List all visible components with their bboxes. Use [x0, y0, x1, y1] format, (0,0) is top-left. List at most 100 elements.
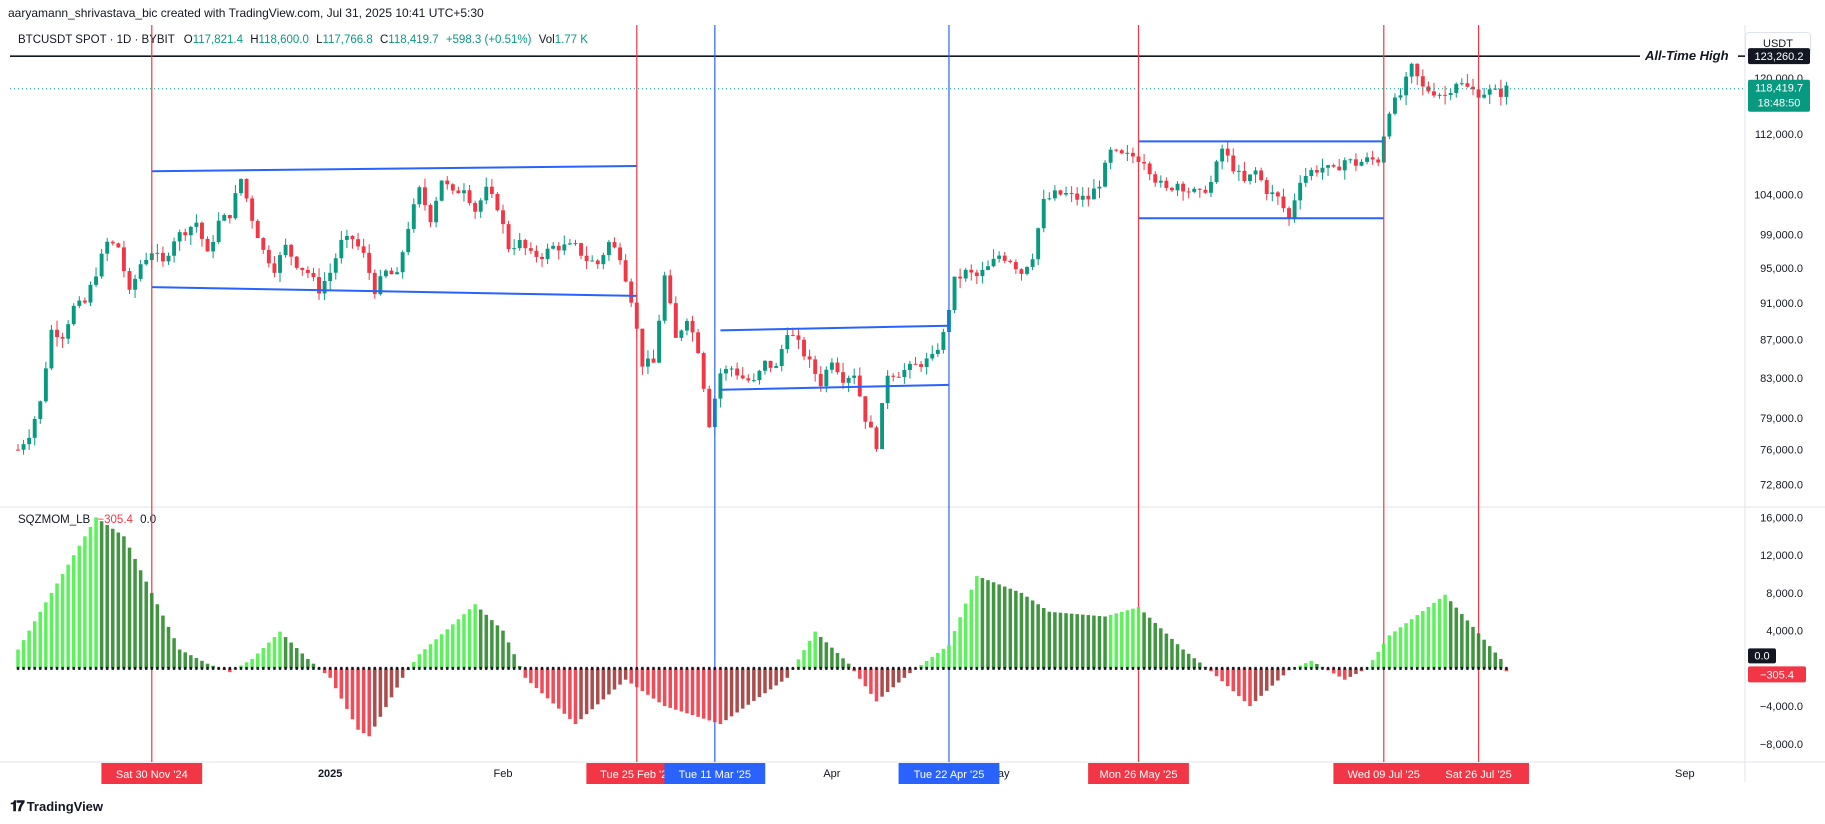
- momentum-bar: [1337, 668, 1341, 677]
- squeeze-dot: [1070, 666, 1073, 670]
- squeeze-dot: [1371, 666, 1374, 670]
- momentum-bar: [947, 644, 951, 669]
- candle: [194, 222, 199, 227]
- momentum-bar: [746, 668, 751, 705]
- squeeze-dot: [802, 666, 806, 670]
- candle: [283, 244, 288, 256]
- candle: [255, 220, 260, 239]
- squeeze-dot: [1059, 666, 1062, 670]
- candle: [679, 330, 684, 338]
- candle: [991, 258, 996, 267]
- momentum-bar: [456, 619, 461, 669]
- squeeze-dot: [239, 666, 243, 670]
- candle: [1248, 174, 1252, 182]
- candle: [673, 303, 678, 338]
- squeeze-dot: [1159, 666, 1163, 670]
- squeeze-dot: [931, 666, 934, 670]
- squeeze-dot: [752, 666, 756, 670]
- candle: [222, 214, 227, 221]
- squeeze-dot: [724, 666, 728, 670]
- last-price-label: 118,419.7: [1755, 83, 1803, 95]
- candle: [913, 363, 918, 365]
- candle: [1448, 93, 1453, 95]
- candle: [924, 358, 929, 367]
- candle: [1052, 190, 1057, 199]
- momentum-bar: [1181, 649, 1185, 669]
- squeeze-dot: [61, 666, 64, 670]
- squeeze-dot: [206, 666, 209, 670]
- squeeze-dot: [1360, 666, 1363, 670]
- candle: [528, 248, 533, 251]
- candle: [612, 242, 617, 248]
- candle: [38, 401, 43, 419]
- momentum-bar: [512, 654, 516, 669]
- candle: [400, 252, 405, 273]
- squeeze-dot: [568, 666, 572, 670]
- squeeze-dot: [869, 666, 873, 670]
- candle: [763, 360, 767, 371]
- momentum-bar: [294, 648, 299, 669]
- momentum-bar: [155, 604, 160, 669]
- momentum-bar: [1030, 600, 1035, 669]
- momentum-bar: [1014, 590, 1018, 669]
- squeeze-dot: [334, 666, 337, 670]
- squeeze-dot: [1020, 666, 1023, 670]
- momentum-bar: [796, 659, 801, 669]
- squeeze-dot: [496, 666, 499, 670]
- momentum-bar: [958, 617, 962, 669]
- candle: [216, 220, 221, 242]
- momentum-bar: [1370, 660, 1375, 669]
- candle: [205, 238, 210, 252]
- squeeze-dot: [975, 666, 979, 670]
- momentum-bar: [451, 624, 455, 669]
- squeeze-dot: [379, 666, 382, 670]
- squeeze-dot: [830, 666, 834, 670]
- squeeze-dot: [529, 666, 533, 670]
- close-label: C: [379, 34, 389, 46]
- candle: [1365, 157, 1370, 162]
- squeeze-dot: [117, 666, 120, 670]
- candle: [980, 269, 985, 277]
- candle: [880, 403, 885, 450]
- date-flag: [664, 763, 766, 784]
- momentum-bar: [1220, 668, 1224, 682]
- squeeze-dot: [172, 666, 176, 670]
- squeeze-dot: [1282, 666, 1285, 670]
- momentum-bar: [1025, 596, 1029, 669]
- momentum-bar: [584, 668, 589, 715]
- candle: [545, 248, 550, 259]
- squeeze-dot: [1265, 666, 1268, 670]
- squeeze-dot: [574, 666, 577, 670]
- squeeze-dot: [858, 666, 861, 670]
- momentum-tick-label: 16,000.0: [1760, 512, 1803, 524]
- momentum-bar: [1276, 668, 1280, 681]
- momentum-bar: [768, 668, 773, 690]
- candle: [1064, 193, 1068, 195]
- squeeze-dot: [825, 666, 828, 670]
- squeeze-dot: [1109, 666, 1112, 670]
- candle: [1348, 159, 1353, 161]
- candle: [1504, 85, 1509, 97]
- momentum-bar: [77, 545, 82, 669]
- momentum-tick-label: −8,000.0: [1760, 739, 1803, 751]
- squeeze-dot: [184, 666, 187, 670]
- squeeze-dot: [262, 666, 265, 670]
- momentum-bar: [172, 638, 176, 669]
- momentum-bar: [623, 668, 628, 680]
- candle: [1314, 170, 1319, 173]
- candle: [540, 256, 544, 259]
- candle: [868, 421, 873, 428]
- momentum-bar: [1487, 646, 1492, 669]
- candle: [835, 362, 840, 373]
- squeeze-dot: [1326, 666, 1330, 670]
- candle: [657, 320, 662, 363]
- candle: [796, 335, 801, 340]
- symbol-legend[interactable]: BTCUSDT SPOT · 1D · BYBIT O117,821.4 H11…: [18, 34, 588, 46]
- squeeze-dot: [986, 666, 990, 670]
- candle: [1019, 269, 1024, 274]
- squeeze-dot: [457, 666, 460, 670]
- candle: [1426, 86, 1431, 92]
- momentum-bar: [27, 630, 31, 669]
- momentum-bar: [1064, 613, 1068, 669]
